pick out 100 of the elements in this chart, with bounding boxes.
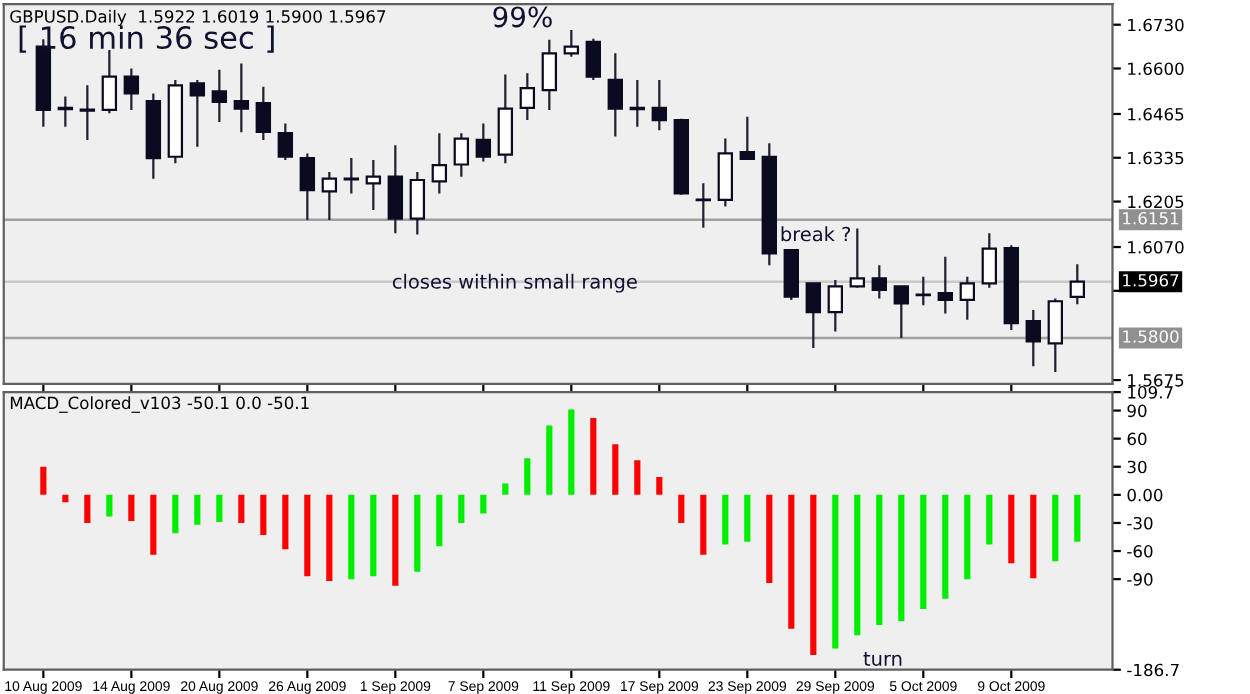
candlestick	[585, 37, 602, 82]
ref-line-label: 1.5967	[1123, 273, 1179, 287]
y-tick-label: 90	[1127, 404, 1147, 418]
candlestick	[629, 78, 646, 128]
candlestick	[827, 278, 844, 333]
bar	[964, 494, 971, 580]
candlestick	[233, 62, 250, 134]
bar	[326, 494, 333, 582]
bar	[546, 425, 553, 495]
ref-line-label: 1.5800	[1123, 330, 1179, 343]
bar	[128, 494, 135, 522]
candlestick	[519, 72, 536, 122]
candlestick	[981, 232, 998, 289]
bar	[854, 494, 861, 636]
candlestick	[101, 48, 118, 115]
annotation: break ?	[781, 226, 851, 242]
ref-line-label: 1.6151	[1123, 211, 1179, 225]
bar	[1030, 494, 1037, 579]
y-tick-label: -30	[1127, 516, 1153, 530]
y-tick-label: -60	[1127, 545, 1153, 558]
candlestick	[475, 122, 492, 163]
candlestick	[849, 227, 866, 289]
candlestick	[783, 248, 800, 302]
bar	[238, 494, 245, 523]
bar	[766, 494, 773, 583]
bar	[348, 494, 355, 580]
bar	[722, 494, 729, 545]
candlestick	[79, 84, 96, 142]
chart-title: GBPUSD.Daily 1.5922 1.6019 1.5900 1.5967	[10, 9, 386, 26]
candlestick	[607, 52, 624, 138]
y-tick-label: 1.5675	[1128, 374, 1184, 387]
candlestick	[695, 182, 712, 229]
candlestick	[871, 264, 888, 300]
bar	[458, 494, 465, 523]
bar	[942, 494, 949, 599]
candlestick	[123, 67, 140, 112]
bar	[920, 494, 927, 610]
y-tick-label: -186.7	[1127, 663, 1179, 677]
bar	[1052, 494, 1059, 562]
candlestick	[277, 122, 294, 162]
bar	[524, 458, 531, 495]
bar	[480, 494, 487, 514]
y-tick-label: 30	[1127, 460, 1147, 474]
y-tick-label: 1.6465	[1128, 107, 1184, 121]
candlestick	[959, 275, 976, 321]
bar	[678, 494, 685, 523]
candlestick	[541, 38, 558, 112]
bar	[590, 418, 597, 495]
candlestick	[57, 95, 74, 128]
bar	[392, 494, 399, 586]
bar	[106, 494, 113, 517]
candlestick	[1047, 297, 1064, 374]
y-tick-label: 0.00	[1127, 488, 1163, 502]
bar	[304, 494, 311, 577]
bar	[370, 494, 377, 577]
y-tick-label: 1.6070	[1128, 240, 1184, 254]
candlestick	[211, 68, 228, 124]
y-tick-label: 1.6600	[1128, 62, 1184, 76]
bar	[612, 444, 619, 495]
bar	[40, 466, 47, 495]
bar	[1074, 494, 1081, 542]
y-tick-label: 1.6335	[1128, 151, 1184, 165]
bar	[788, 494, 795, 629]
bar	[62, 494, 69, 503]
annotation: closes within small range	[392, 273, 637, 293]
bar	[568, 409, 575, 495]
candlestick	[937, 255, 954, 315]
bar	[436, 494, 443, 547]
annotation: [ 16 min 36 sec ]	[19, 25, 274, 53]
bar	[700, 494, 707, 555]
candlestick	[1069, 263, 1086, 306]
bar	[194, 494, 201, 525]
bar	[986, 494, 993, 545]
candlestick	[255, 85, 272, 142]
annotation: turn	[863, 652, 902, 666]
candlestick	[651, 78, 668, 132]
bar	[1008, 494, 1015, 564]
bar	[656, 477, 663, 495]
bar	[634, 460, 641, 495]
y-tick-label: 109.7	[1128, 386, 1173, 399]
candlestick	[189, 78, 206, 148]
chart-title: MACD_Colored_v103 -50.1 0.0 -50.1	[10, 396, 309, 413]
bar	[172, 494, 179, 534]
candlestick	[805, 282, 822, 350]
bar	[876, 494, 883, 626]
bar	[810, 494, 817, 656]
candlestick	[321, 170, 338, 222]
candlestick	[365, 159, 382, 212]
candlestick	[1025, 308, 1042, 368]
candlestick	[497, 73, 514, 165]
candlestick	[409, 170, 426, 236]
candlestick	[299, 152, 316, 222]
candlestick	[915, 275, 932, 307]
candlestick	[431, 132, 448, 195]
y-tick-label: -90	[1127, 573, 1153, 586]
candlestick	[893, 285, 910, 340]
bar	[282, 494, 289, 550]
bar	[744, 494, 751, 542]
annotation: 99%	[493, 6, 552, 28]
bar	[414, 494, 421, 572]
